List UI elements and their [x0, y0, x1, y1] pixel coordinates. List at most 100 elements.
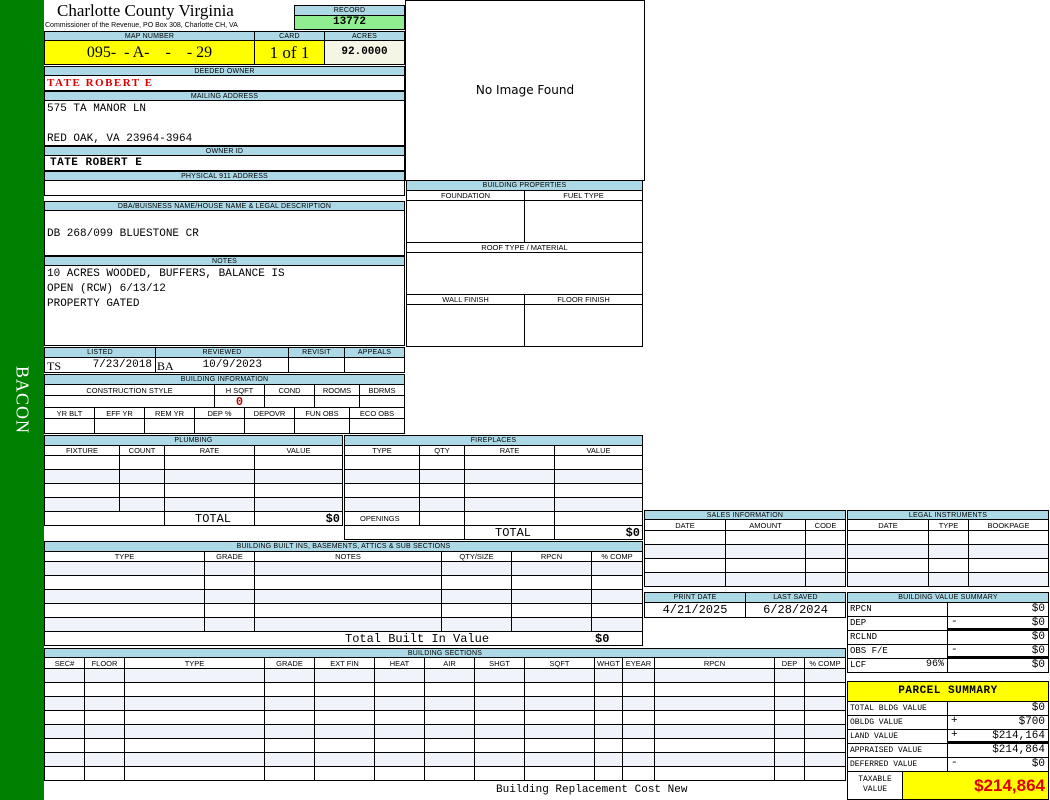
table-cell	[84, 668, 125, 683]
fuel-type-value	[524, 200, 643, 243]
table-cell	[124, 710, 265, 725]
table-cell	[524, 668, 595, 683]
table-cell	[594, 668, 623, 683]
table-cell	[804, 724, 846, 739]
table-row	[847, 544, 1049, 559]
bvs-label: LCF	[850, 660, 867, 670]
parcel-row-value: $0	[947, 701, 1049, 716]
floor-finish-value	[524, 304, 643, 347]
parcel-row-value: $214,864	[947, 743, 1049, 758]
taxable-value-label-box: TAXABLE VALUE	[847, 771, 903, 800]
table-cell	[774, 752, 805, 767]
table-cell	[774, 710, 805, 725]
table-cell	[464, 483, 555, 498]
table-cell	[474, 752, 525, 767]
table-row	[44, 455, 343, 470]
table-cell	[474, 682, 525, 697]
bvs-value: $0	[1031, 617, 1045, 629]
table-cell	[254, 589, 442, 604]
bvs-row-label: OBS F/E	[847, 644, 948, 659]
table-cell	[424, 752, 475, 767]
table-cell	[344, 483, 420, 498]
bvs-row-label: RCLND	[847, 630, 948, 645]
table-row	[44, 603, 643, 618]
table-row	[44, 469, 343, 484]
table-cell	[264, 710, 315, 725]
table-cell	[524, 752, 595, 767]
table-cell	[591, 603, 643, 618]
bvs-row-label: LCF 96%	[847, 658, 948, 673]
table-cell	[594, 738, 623, 753]
table-row	[44, 752, 846, 767]
table-cell	[44, 575, 205, 590]
table-cell	[124, 696, 265, 711]
table-cell	[554, 511, 643, 526]
table-cell	[774, 696, 805, 711]
table-cell	[622, 696, 655, 711]
table-row	[644, 572, 846, 587]
table-cell	[511, 589, 592, 604]
map-number-value: 095- - A- - - 29	[44, 40, 255, 65]
acres-value: 92.0000	[324, 40, 405, 65]
table-cell	[474, 710, 525, 725]
table-cell	[44, 696, 85, 711]
reviewed-box: BA 10/9/2023	[155, 357, 289, 373]
openings-label: OPENINGS	[344, 511, 420, 526]
table-cell	[804, 738, 846, 753]
deeded-owner-value: TATE ROBERT E	[47, 77, 154, 89]
table-cell	[622, 752, 655, 767]
notes-box: 10 ACRES WOODED, BUFFERS, BALANCE IS OPE…	[44, 265, 405, 346]
table-cell	[424, 696, 475, 711]
table-row	[44, 483, 343, 498]
bvs-row-label: RPCN	[847, 602, 948, 617]
table-cell	[254, 483, 343, 498]
plumbing-total-value: $0	[325, 512, 340, 526]
table-cell	[804, 682, 846, 697]
table-cell	[805, 572, 846, 587]
parcel-sign: +	[951, 715, 958, 727]
bvs-row-value: $0	[947, 630, 1049, 645]
table-cell	[524, 766, 595, 781]
table-cell	[264, 738, 315, 753]
table-cell	[164, 455, 255, 470]
table-cell	[804, 766, 846, 781]
table-cell	[314, 710, 375, 725]
table-cell	[464, 469, 555, 484]
table-cell	[264, 696, 315, 711]
table-cell	[44, 603, 205, 618]
bvs-label: RCLND	[850, 632, 878, 642]
table-cell	[374, 696, 425, 711]
table-cell	[441, 617, 512, 632]
table-cell	[804, 710, 846, 725]
table-cell	[204, 589, 255, 604]
building-info-value	[144, 418, 195, 434]
table-cell	[84, 752, 125, 767]
bvs-row-value: $0	[947, 658, 1049, 673]
plumbing-total-label: TOTAL	[195, 512, 232, 526]
table-cell	[654, 710, 775, 725]
table-row	[44, 738, 846, 753]
property-image-placeholder: No Image Found	[405, 0, 645, 181]
sidebar-label: BACON	[12, 365, 33, 435]
fireplace-total-label: TOTAL	[495, 526, 532, 540]
table-cell	[44, 561, 205, 576]
table-row	[44, 589, 643, 604]
table-cell	[524, 696, 595, 711]
parcel-row-value: + $214,164	[947, 729, 1049, 744]
table-cell	[594, 710, 623, 725]
table-cell	[424, 766, 475, 781]
table-cell	[805, 558, 846, 573]
table-cell	[474, 738, 525, 753]
table-cell	[264, 752, 315, 767]
bvs-row-value: $0	[947, 602, 1049, 617]
table-row	[44, 682, 846, 697]
table-cell	[254, 497, 343, 512]
table-cell	[968, 572, 1049, 587]
table-cell	[441, 589, 512, 604]
table-cell	[44, 710, 85, 725]
table-cell	[344, 497, 420, 512]
table-cell	[464, 497, 555, 512]
table-cell	[622, 766, 655, 781]
table-cell	[928, 572, 969, 587]
table-cell	[84, 682, 125, 697]
